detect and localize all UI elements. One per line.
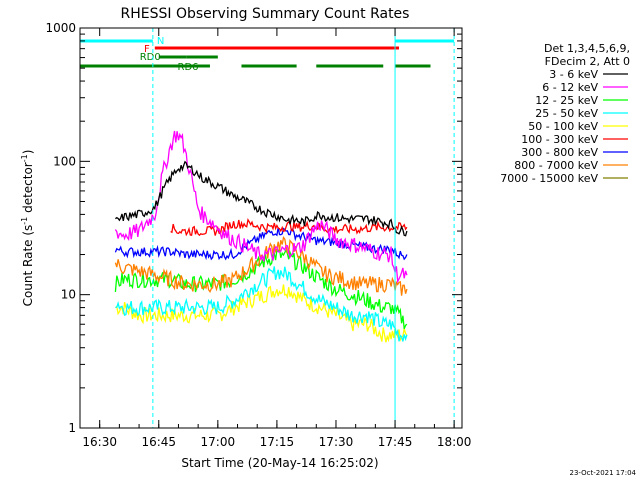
series-line-3 xyxy=(115,266,408,342)
y-tick-label-0: 1 xyxy=(68,421,76,435)
x-tick-label-6: 18:00 xyxy=(437,435,472,449)
legend-label-1: 6 - 12 keV xyxy=(542,81,598,94)
series-line-6 xyxy=(114,227,408,261)
series-line-7 xyxy=(114,235,408,296)
attenuator-label-2: RD0 xyxy=(140,52,161,63)
series-line-2 xyxy=(114,247,408,330)
y-tick-label-2: 100 xyxy=(53,154,76,168)
legend: Det 1,3,4,5,6,9,FDecim 2, Att 03 - 6 keV… xyxy=(500,42,630,185)
legend-label-0: 3 - 6 keV xyxy=(549,68,598,81)
y-tick-label-3: 1000 xyxy=(45,21,76,35)
x-tick-label-0: 16:30 xyxy=(82,435,117,449)
attenuator-label-1: F xyxy=(144,44,150,55)
series-layer xyxy=(114,130,408,343)
legend-label-8: 7000 - 15000 keV xyxy=(500,172,598,185)
legend-label-2: 12 - 25 keV xyxy=(535,94,598,107)
attenuator-label-0: N xyxy=(157,36,164,47)
attenuator-label-3: RD6 xyxy=(178,62,199,73)
series-line-0 xyxy=(115,160,408,237)
x-tick-label-3: 17:15 xyxy=(260,435,295,449)
y-tick-label-1: 10 xyxy=(61,288,76,302)
series-line-4 xyxy=(114,284,408,343)
series-line-1 xyxy=(114,130,408,284)
legend-label-6: 300 - 800 keV xyxy=(521,146,598,159)
x-tick-label-1: 16:45 xyxy=(141,435,176,449)
legend-label-4: 50 - 100 keV xyxy=(528,120,598,133)
chart-title: RHESSI Observing Summary Count Rates xyxy=(121,6,410,22)
x-tick-label-2: 17:00 xyxy=(201,435,236,449)
x-axis-ticks: 16:30 16:45 17:00 17:15 17:30 17:45 18:00 xyxy=(79,28,472,449)
legend-label-7: 800 - 7000 keV xyxy=(514,159,598,172)
x-axis-label: Start Time (20-May-14 16:25:02) xyxy=(181,456,378,470)
legend-header-0: Det 1,3,4,5,6,9, xyxy=(544,42,630,55)
legend-label-3: 25 - 50 keV xyxy=(535,107,598,120)
series-line-5 xyxy=(170,218,408,237)
footer-timestamp: 23-Oct-2021 17:04 xyxy=(570,469,637,477)
x-tick-label-4: 17:30 xyxy=(319,435,354,449)
y-axis-ticks: 1 10 100 1000 xyxy=(45,21,462,435)
legend-label-5: 100 - 300 keV xyxy=(521,133,598,146)
x-tick-label-5: 17:45 xyxy=(378,435,413,449)
legend-header-1: FDecim 2, Att 0 xyxy=(545,55,630,68)
plot-frame xyxy=(79,27,463,429)
y-axis-label: Count Rate (s-1 detector-1) xyxy=(20,150,35,307)
